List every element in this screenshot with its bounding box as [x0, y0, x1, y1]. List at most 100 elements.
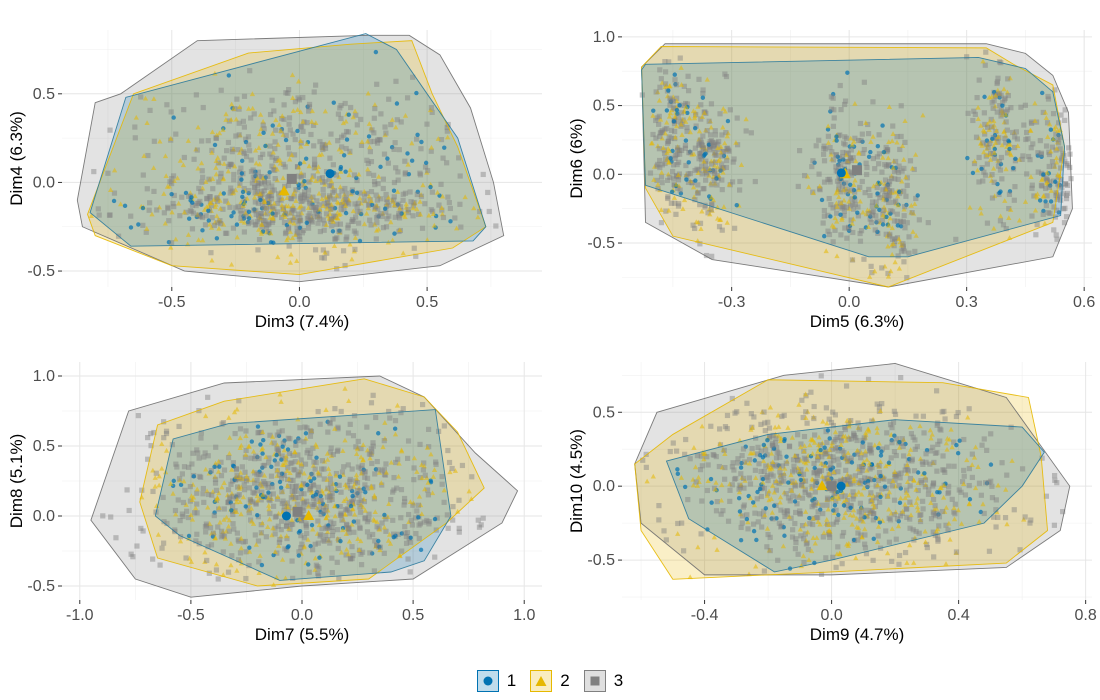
point-group-3 — [444, 512, 450, 518]
point-group-3 — [187, 208, 194, 214]
point-group-3 — [445, 525, 451, 531]
point-group-2 — [912, 535, 918, 541]
point-group-3 — [873, 199, 879, 205]
point-group-3 — [712, 128, 718, 134]
point-group-3 — [297, 469, 303, 475]
point-group-3 — [892, 176, 898, 182]
point-group-2 — [309, 119, 315, 124]
point-group-2 — [439, 205, 445, 210]
point-group-1 — [317, 555, 322, 560]
point-group-3 — [675, 203, 682, 209]
point-group-2 — [876, 440, 882, 446]
point-group-1 — [878, 453, 884, 458]
point-group-3 — [177, 476, 183, 482]
point-group-2 — [414, 469, 420, 474]
point-group-3 — [270, 167, 276, 173]
point-group-2 — [708, 158, 714, 164]
point-group-3 — [801, 536, 807, 542]
point-group-3 — [289, 483, 296, 489]
point-group-3 — [313, 459, 319, 466]
point-group-3 — [220, 206, 226, 212]
point-group-2 — [893, 509, 899, 515]
point-group-2 — [717, 441, 723, 446]
point-group-2 — [882, 207, 889, 213]
point-group-3 — [238, 210, 244, 217]
point-group-3 — [656, 121, 662, 127]
point-group-3 — [696, 142, 702, 148]
point-group-3 — [279, 489, 285, 495]
point-group-3 — [901, 259, 907, 265]
point-group-2 — [895, 523, 902, 529]
point-group-3 — [876, 463, 882, 469]
point-group-2 — [884, 550, 891, 556]
point-group-2 — [724, 133, 730, 139]
point-group-2 — [390, 198, 396, 204]
point-group-3 — [327, 493, 333, 499]
point-group-3 — [366, 170, 372, 177]
point-group-2 — [996, 91, 1003, 97]
point-group-3 — [368, 222, 374, 228]
point-group-2 — [214, 195, 220, 201]
point-group-3 — [995, 514, 1001, 521]
point-group-3 — [393, 78, 399, 84]
point-group-3 — [900, 246, 906, 252]
point-group-2 — [976, 135, 982, 141]
point-group-3 — [862, 532, 868, 538]
point-group-3 — [699, 141, 705, 147]
point-group-1 — [354, 175, 359, 181]
point-group-2 — [720, 124, 726, 130]
point-group-2 — [796, 469, 803, 474]
point-group-2 — [876, 516, 882, 521]
point-group-3 — [981, 110, 987, 116]
point-group-3 — [264, 211, 270, 217]
point-group-3 — [334, 448, 340, 455]
x-tick-label: 0.4 — [947, 607, 969, 624]
point-group-2 — [265, 495, 272, 501]
point-group-3 — [245, 134, 252, 140]
point-group-3 — [959, 479, 966, 485]
point-group-3 — [832, 491, 838, 497]
point-group-3 — [901, 248, 908, 254]
point-group-3 — [991, 98, 997, 104]
point-group-3 — [1045, 210, 1051, 216]
point-group-3 — [707, 138, 713, 145]
point-group-3 — [240, 539, 247, 545]
point-group-2 — [279, 462, 286, 467]
point-group-1 — [798, 477, 804, 483]
point-group-2 — [789, 435, 795, 440]
point-group-3 — [236, 492, 242, 498]
point-group-3 — [294, 231, 300, 237]
point-group-3 — [450, 517, 456, 523]
point-group-3 — [170, 173, 177, 179]
point-group-3 — [370, 443, 376, 449]
point-group-2 — [151, 165, 157, 171]
hull-outline-group-1 — [154, 409, 452, 581]
point-group-3 — [290, 477, 296, 483]
point-group-3 — [198, 189, 204, 195]
point-group-3 — [302, 424, 308, 430]
point-group-3 — [287, 436, 293, 442]
points — [640, 373, 1066, 580]
point-group-3 — [250, 489, 256, 495]
point-group-1 — [358, 211, 364, 217]
point-group-2 — [429, 490, 436, 496]
point-group-3 — [208, 542, 215, 548]
point-group-3 — [1053, 232, 1059, 238]
point-group-2 — [141, 153, 147, 158]
point-group-3 — [670, 168, 676, 175]
point-group-3 — [260, 463, 266, 469]
point-group-3 — [812, 478, 819, 484]
point-group-3 — [740, 446, 747, 452]
point-group-3 — [988, 478, 994, 484]
point-group-2 — [861, 485, 867, 491]
point-group-2 — [257, 553, 263, 558]
point-group-1 — [306, 562, 311, 567]
point-group-2 — [356, 547, 362, 552]
point-group-3 — [277, 472, 283, 478]
point-group-3 — [250, 167, 256, 173]
point-group-3 — [201, 454, 207, 460]
point-group-3 — [711, 142, 717, 149]
point-group-3 — [821, 207, 827, 214]
point-group-3 — [290, 206, 296, 212]
point-group-3 — [339, 144, 345, 150]
